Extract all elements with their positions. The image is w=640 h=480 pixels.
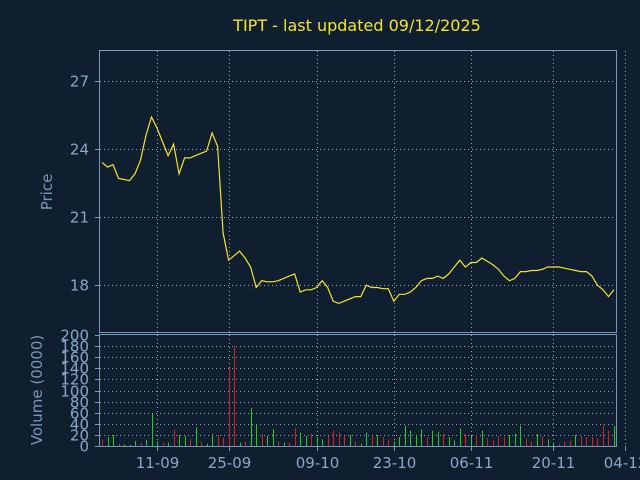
x-tick-label: 09-10 [296, 454, 340, 472]
volume-tick-label: 0 [79, 438, 89, 456]
volume-frame [99, 334, 617, 447]
chart-title: TIPT - last updated 09/12/2025 [232, 16, 481, 35]
price-grid [100, 51, 626, 333]
x-axis-ticks: 11-09 25-09 09-10 23-10 06-11 20-11 04-12 [136, 446, 640, 472]
price-line [101, 115, 615, 305]
volume-tick-label: 40 [70, 416, 89, 434]
x-tick-label: 25-09 [208, 454, 252, 472]
price-tick-label: 18 [70, 277, 89, 295]
x-tick-label: 20-11 [532, 454, 576, 472]
volume-tick-label: 160 [60, 349, 89, 367]
volume-tick-label: 140 [60, 360, 89, 378]
price-tick-label: 24 [70, 141, 89, 159]
volume-tick-label: 100 [60, 383, 89, 401]
volume-tick-label: 80 [70, 394, 89, 412]
volume-tick-label: 200 [60, 327, 89, 345]
volume-tick-label: 20 [70, 427, 89, 445]
price-y-ticks: 18 21 24 27 [70, 73, 100, 295]
volume-bars [102, 346, 615, 446]
volume-tick-label: 120 [60, 371, 89, 389]
price-panel: 18 21 24 27 Price [38, 50, 626, 333]
volume-tick-label: 180 [60, 338, 89, 356]
volume-axis-label: Volume (0000) [28, 335, 46, 445]
price-axis-label: Price [38, 174, 56, 211]
price-frame [99, 50, 617, 333]
x-tick-label: 11-09 [136, 454, 180, 472]
x-tick-label: 23-10 [373, 454, 417, 472]
volume-grid [100, 335, 626, 446]
price-tick-label: 21 [70, 209, 89, 227]
volume-tick-label: 60 [70, 405, 89, 423]
x-tick-label: 04-12 [604, 454, 640, 472]
x-tick-label: 06-11 [450, 454, 494, 472]
price-tick-label: 27 [70, 73, 89, 91]
